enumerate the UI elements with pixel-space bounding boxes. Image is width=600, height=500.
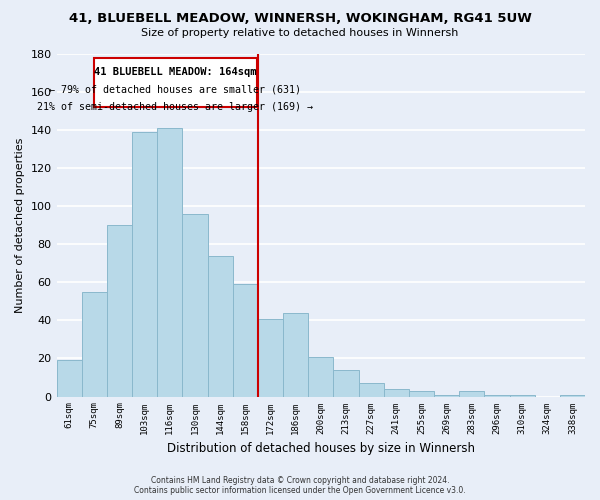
X-axis label: Distribution of detached houses by size in Winnersh: Distribution of detached houses by size … — [167, 442, 475, 455]
Y-axis label: Number of detached properties: Number of detached properties — [15, 138, 25, 313]
Bar — [359, 383, 383, 396]
Text: Size of property relative to detached houses in Winnersh: Size of property relative to detached ho… — [142, 28, 458, 38]
Bar — [182, 214, 208, 396]
Bar — [56, 360, 82, 396]
Bar — [132, 132, 157, 396]
Text: 41 BLUEBELL MEADOW: 164sqm: 41 BLUEBELL MEADOW: 164sqm — [94, 68, 257, 78]
Bar — [334, 370, 359, 396]
Text: 41, BLUEBELL MEADOW, WINNERSH, WOKINGHAM, RG41 5UW: 41, BLUEBELL MEADOW, WINNERSH, WOKINGHAM… — [68, 12, 532, 26]
Bar — [107, 226, 132, 396]
Bar — [434, 394, 459, 396]
Text: ← 79% of detached houses are smaller (631): ← 79% of detached houses are smaller (63… — [49, 84, 301, 94]
Bar — [409, 391, 434, 396]
FancyBboxPatch shape — [94, 58, 257, 108]
Bar — [82, 292, 107, 397]
Bar — [258, 318, 283, 396]
Bar — [208, 256, 233, 396]
Bar — [233, 284, 258, 397]
Bar — [283, 313, 308, 396]
Bar — [383, 389, 409, 396]
Bar — [459, 391, 484, 396]
Bar — [560, 394, 585, 396]
Bar — [484, 394, 509, 396]
Text: Contains HM Land Registry data © Crown copyright and database right 2024.
Contai: Contains HM Land Registry data © Crown c… — [134, 476, 466, 495]
Bar — [509, 394, 535, 396]
Bar — [157, 128, 182, 396]
Bar — [308, 356, 334, 397]
Text: 21% of semi-detached houses are larger (169) →: 21% of semi-detached houses are larger (… — [37, 102, 313, 112]
